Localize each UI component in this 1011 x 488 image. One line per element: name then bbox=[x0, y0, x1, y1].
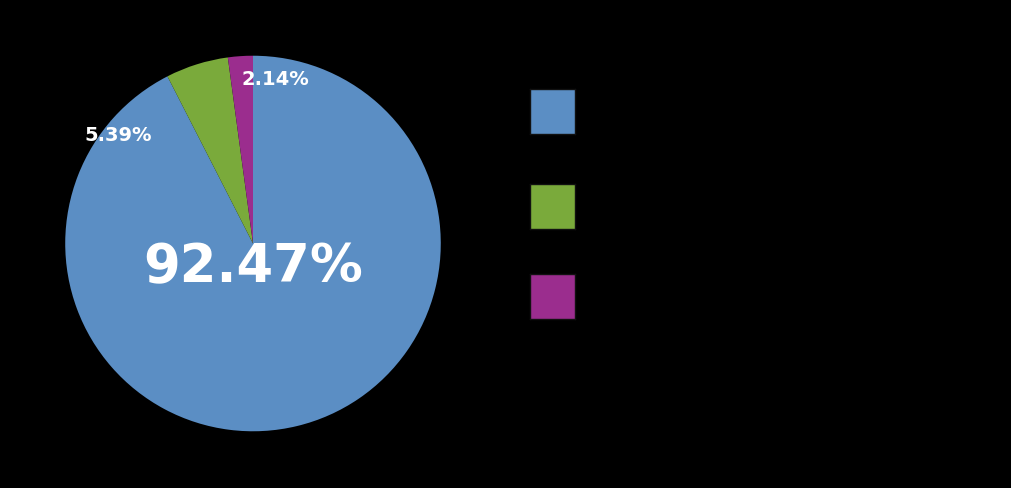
Text: 5.39%: 5.39% bbox=[84, 126, 152, 145]
Wedge shape bbox=[227, 57, 253, 244]
Wedge shape bbox=[65, 57, 441, 431]
Wedge shape bbox=[167, 58, 253, 244]
Text: 92.47%: 92.47% bbox=[143, 241, 363, 292]
Text: 2.14%: 2.14% bbox=[242, 70, 309, 89]
